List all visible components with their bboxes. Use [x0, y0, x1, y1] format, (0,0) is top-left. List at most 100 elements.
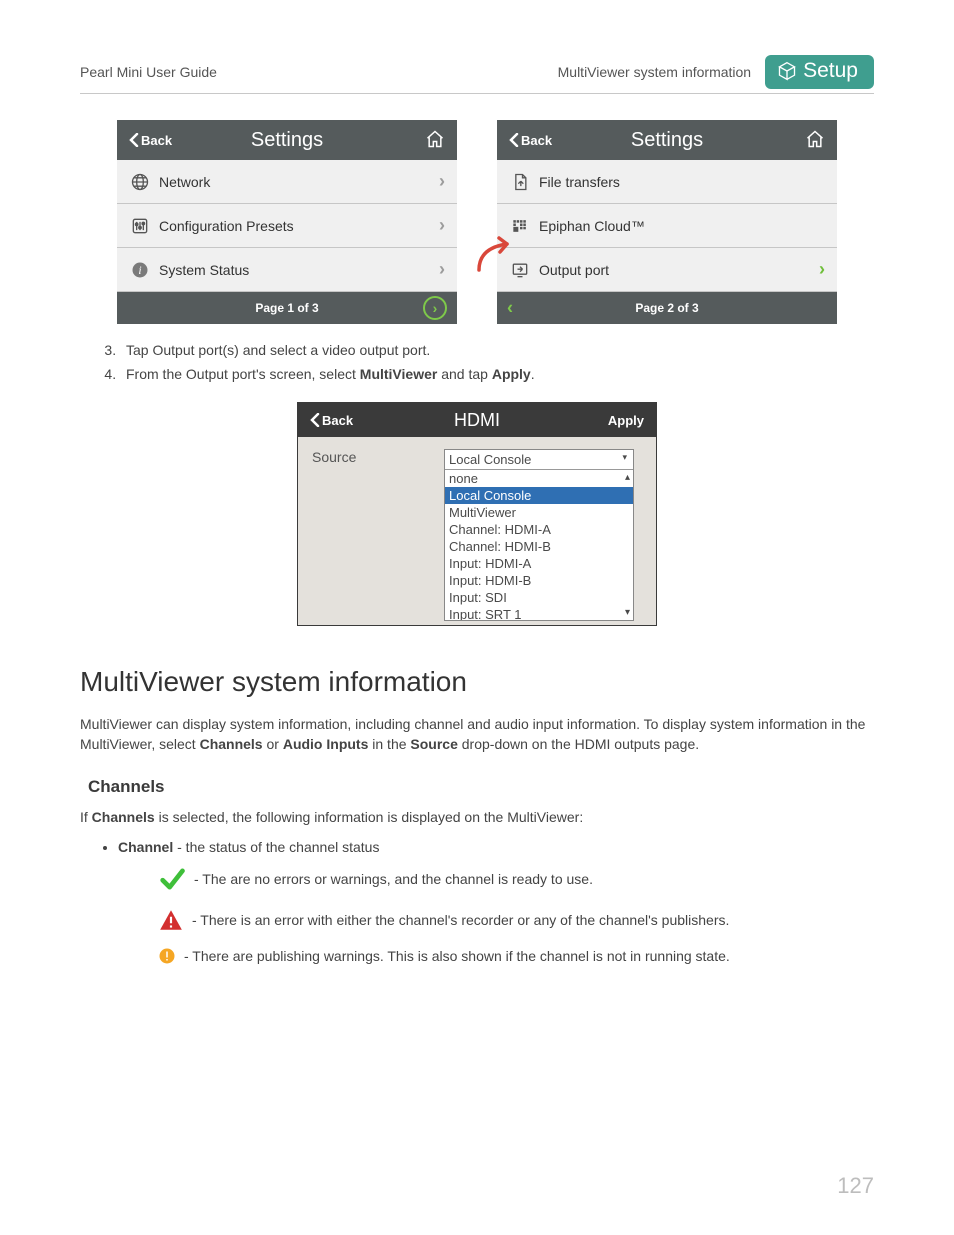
source-label: Source: [312, 449, 432, 621]
panel-titlebar: Back Settings: [117, 120, 457, 160]
home-button[interactable]: [805, 129, 825, 152]
dropdown-option[interactable]: Input: HDMI-B: [445, 572, 633, 589]
warning-triangle-icon: [158, 907, 184, 933]
dropdown-option[interactable]: MultiViewer: [445, 504, 633, 521]
chevron-right-icon: ›: [819, 259, 825, 280]
check-icon: [158, 865, 186, 893]
instruction-text: and tap: [437, 366, 492, 382]
dropdown-option[interactable]: Input: HDMI-A: [445, 555, 633, 572]
text-bold: Channels: [200, 736, 263, 752]
file-upload-icon: [509, 172, 531, 192]
presets-icon: [129, 216, 151, 236]
text-bold: Channel: [118, 839, 173, 855]
cube-icon: [777, 61, 797, 81]
text: in the: [368, 736, 410, 752]
settings-panel-page1: Back Settings Network › Configuration Pr…: [117, 120, 457, 324]
dropdown-option[interactable]: Input: SDI: [445, 589, 633, 606]
info-icon: i: [129, 260, 151, 280]
panel-titlebar: Back Settings: [497, 120, 837, 160]
instruction-list: Tap Output port(s) and select a video ou…: [120, 342, 864, 382]
source-dropdown[interactable]: Local Console ▾ ▴ none Local Console Mul…: [444, 449, 634, 621]
status-text: - The are no errors or warnings, and the…: [194, 871, 593, 887]
dropdown-option[interactable]: Input: SRT 1: [445, 606, 633, 620]
text: - the status of the channel status: [173, 839, 379, 855]
status-text: - There is an error with either the chan…: [192, 912, 729, 928]
home-icon: [805, 129, 825, 149]
row-label: Network: [159, 174, 210, 190]
dropdown-option[interactable]: Channel: HDMI-A: [445, 521, 633, 538]
dropdown-option[interactable]: Channel: HDMI-B: [445, 538, 633, 555]
svg-text:i: i: [138, 264, 141, 277]
text-bold: Audio Inputs: [283, 736, 369, 752]
dropdown-selected[interactable]: Local Console ▾: [445, 450, 633, 470]
dropdown-caret-icon: ▾: [622, 452, 627, 467]
panel-footer: Page 1 of 3 ›: [117, 292, 457, 324]
row-file-transfers[interactable]: File transfers: [497, 160, 837, 204]
scroll-down-icon[interactable]: ▾: [625, 607, 630, 618]
panel-title: Settings: [497, 129, 837, 152]
setup-tab-label: Setup: [803, 59, 858, 83]
row-label: Epiphan Cloud™: [539, 218, 645, 234]
row-network[interactable]: Network ›: [117, 160, 457, 204]
bullet-channel: Channel - the status of the channel stat…: [118, 839, 874, 965]
dropdown-list: none Local Console MultiViewer Channel: …: [445, 470, 633, 620]
chevron-right-icon: ›: [439, 259, 445, 280]
settings-panels-row: Back Settings Network › Configuration Pr…: [80, 120, 874, 324]
header-right-group: MultiViewer system information Setup: [558, 55, 874, 89]
row-epiphan-cloud[interactable]: Epiphan Cloud™: [497, 204, 837, 248]
settings-panel-page2: Back Settings File transfers Epiphan Clo…: [497, 120, 837, 324]
apply-button[interactable]: Apply: [608, 413, 644, 428]
section-paragraph: MultiViewer can display system informati…: [80, 714, 874, 755]
page-indicator: Page 1 of 3: [255, 301, 318, 315]
chevron-right-icon: ›: [439, 171, 445, 192]
instruction-step-3: Tap Output port(s) and select a video ou…: [120, 342, 864, 358]
row-label: System Status: [159, 262, 249, 278]
prev-page-button[interactable]: ‹: [507, 298, 513, 319]
row-configuration-presets[interactable]: Configuration Presets ›: [117, 204, 457, 248]
home-button[interactable]: [425, 129, 445, 152]
next-page-button[interactable]: ›: [423, 296, 447, 320]
header-section-name: MultiViewer system information: [558, 64, 751, 80]
dropdown-option[interactable]: Local Console: [445, 487, 633, 504]
row-label: Configuration Presets: [159, 218, 294, 234]
text-bold: Channels: [92, 809, 155, 825]
flow-arrow-icon: [473, 234, 517, 278]
text: is selected, the following information i…: [155, 809, 584, 825]
row-label: Output port: [539, 262, 609, 278]
instruction-bold: MultiViewer: [360, 366, 438, 382]
hdmi-output-screen: Back HDMI Apply Source Local Console ▾ ▴…: [297, 402, 657, 626]
chevron-right-icon: ›: [439, 215, 445, 236]
panel-title: Settings: [117, 129, 457, 152]
home-icon: [425, 129, 445, 149]
header-left: Pearl Mini User Guide: [80, 64, 217, 80]
row-output-port[interactable]: Output port ›: [497, 248, 837, 292]
status-icon-list: - The are no errors or warnings, and the…: [158, 865, 874, 965]
text: If: [80, 809, 92, 825]
section-heading: MultiViewer system information: [80, 666, 874, 698]
network-icon: [129, 172, 151, 192]
hdmi-body: Source Local Console ▾ ▴ none Local Cons…: [298, 437, 656, 625]
status-error-item: - There is an error with either the chan…: [158, 907, 874, 933]
instruction-bold: Apply: [492, 366, 531, 382]
text: or: [263, 736, 283, 752]
status-text: - There are publishing warnings. This is…: [184, 948, 730, 964]
hdmi-title: HDMI: [298, 410, 656, 431]
channels-bullet-list: Channel - the status of the channel stat…: [118, 839, 874, 965]
chevron-right-circle-icon: ›: [423, 296, 447, 320]
dropdown-selected-value: Local Console: [449, 452, 531, 467]
scroll-up-icon[interactable]: ▴: [625, 472, 630, 483]
hdmi-titlebar: Back HDMI Apply: [298, 403, 656, 437]
panel-footer: ‹ Page 2 of 3: [497, 292, 837, 324]
text: drop-down on the HDMI outputs page.: [458, 736, 699, 752]
instruction-text: From the Output port's screen, select: [126, 366, 360, 382]
page-number: 127: [837, 1173, 874, 1199]
warning-circle-icon: [158, 947, 176, 965]
row-label: File transfers: [539, 174, 620, 190]
channels-intro: If Channels is selected, the following i…: [80, 809, 874, 825]
setup-tab[interactable]: Setup: [765, 55, 874, 89]
text-bold: Source: [410, 736, 457, 752]
dropdown-option[interactable]: none: [445, 470, 633, 487]
row-system-status[interactable]: i System Status ›: [117, 248, 457, 292]
channels-heading: Channels: [88, 777, 874, 797]
instruction-step-4: From the Output port's screen, select Mu…: [120, 366, 864, 382]
